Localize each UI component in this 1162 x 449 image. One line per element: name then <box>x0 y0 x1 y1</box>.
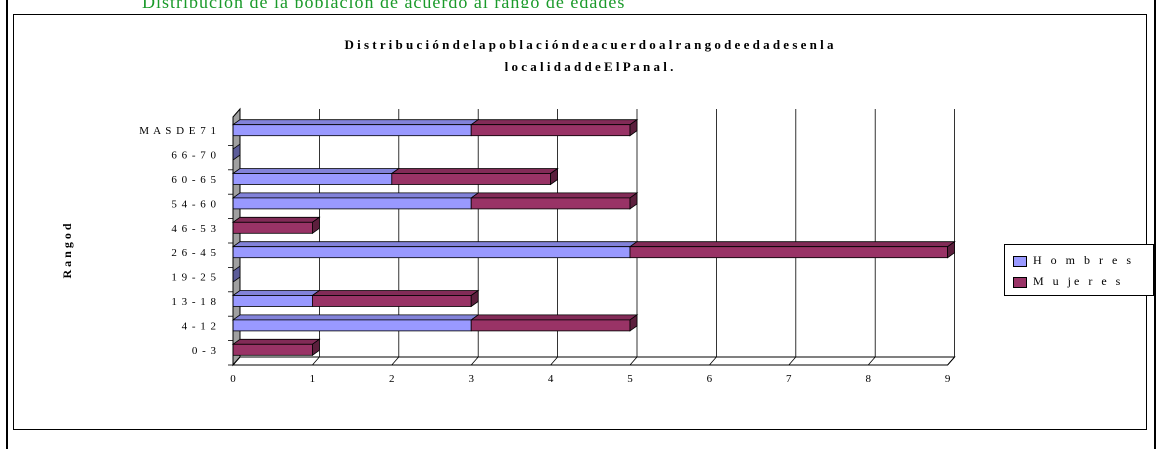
page-border <box>6 0 1156 449</box>
gridline-floor <box>550 356 558 366</box>
x-tick-label: 7 <box>786 373 792 385</box>
y-tick-label: 1 3 - 1 8 <box>171 296 217 308</box>
bar-top-hombres <box>231 290 321 296</box>
bar-top-mujeres <box>311 290 480 296</box>
x-tick-label: 0 <box>230 373 236 385</box>
x-tick-label: 3 <box>468 373 474 385</box>
gridline-floor <box>470 356 479 366</box>
bar-top-hombres <box>231 168 401 174</box>
bar-mujeres <box>232 221 313 234</box>
y-tick-label: 6 0 - 6 5 <box>171 174 217 186</box>
x-tick-label: 6 <box>707 373 713 385</box>
bar-mujeres <box>470 319 631 332</box>
chart-title-line-2: l o c a l i d a d d e E l P a n a l . <box>505 59 674 74</box>
bar-mujeres <box>470 124 631 137</box>
y-tick-label: 6 6 - 7 0 <box>171 150 217 162</box>
bar-hombres <box>232 319 472 332</box>
x-tick-label: 4 <box>548 373 554 385</box>
chart-title-line-1: D i s t r i b u c i ó n d e l a p o b l … <box>345 37 834 52</box>
gridline-floor <box>947 356 955 366</box>
x-tick-label: 2 <box>389 373 395 385</box>
y-tick-label: M A S D E 7 1 <box>139 125 217 137</box>
x-tick-label: 8 <box>865 373 871 385</box>
bar-chart: D i s t r i b u c i ó n d e l a p o b l … <box>60 37 956 385</box>
axis-floor <box>231 356 956 366</box>
legend-label-mujeres: M u je r e s <box>1033 274 1124 288</box>
y-tick-label: 5 4 - 6 0 <box>171 198 217 210</box>
bar-hombres <box>232 197 472 210</box>
legend-item-mujeres: M u je r e s <box>1013 274 1123 288</box>
gridline-floor <box>709 356 717 366</box>
bar-side <box>311 216 320 235</box>
bar-top-mujeres <box>469 119 639 126</box>
gridline-floor <box>232 356 241 366</box>
y-axis-label: R a n g o d <box>60 223 74 278</box>
x-tick-label: 9 <box>945 373 951 385</box>
y-tick-label: 4 6 - 5 3 <box>171 223 217 235</box>
bar-top-mujeres <box>628 241 956 248</box>
bar-side <box>629 192 638 210</box>
legend: H o m b r e s M u je r e s <box>1004 244 1154 296</box>
bar-side <box>629 314 638 332</box>
bar-mujeres <box>232 343 313 356</box>
bar-hombres <box>232 124 472 137</box>
bar-top-mujeres <box>469 192 639 199</box>
bar-hombres <box>232 173 393 185</box>
gridline-floor <box>312 356 320 366</box>
legend-label-hombres: H o m b r e s <box>1033 253 1134 267</box>
bar-top-hombres <box>231 192 480 199</box>
bar-mujeres <box>311 295 472 307</box>
bar-mujeres <box>470 197 631 210</box>
y-tick-label: 2 6 - 4 5 <box>171 247 217 259</box>
bar-top-mujeres <box>231 338 321 345</box>
bar-hombres <box>232 295 313 307</box>
gridline-floor <box>788 356 797 366</box>
bar-top-mujeres <box>390 168 559 174</box>
legend-swatch-hombres <box>1013 255 1027 267</box>
bar-side <box>311 338 320 357</box>
bar-side <box>470 289 479 308</box>
gridline-floor <box>629 356 638 366</box>
bar-top-hombres <box>231 241 639 248</box>
bar-top-hombres <box>231 314 480 321</box>
bar-side <box>629 118 638 137</box>
x-tick-label: 1 <box>310 373 316 385</box>
bar-top-mujeres <box>469 314 639 321</box>
bar-hombres <box>232 246 631 259</box>
y-tick-label: 4 - 1 2 <box>182 320 217 332</box>
y-tick-label: 0 - 3 <box>192 345 217 357</box>
gridline-floor <box>391 356 400 366</box>
y-tick-label: 1 9 - 2 5 <box>171 272 217 284</box>
gridline-floor <box>867 356 876 366</box>
plot-area: 0 1 2 3 4 5 6 7 8 9 0 - 3 4 - 1 2 1 3 - 1 8 1 9 - 2 5… <box>139 107 956 385</box>
bar-top-hombres <box>231 119 480 126</box>
legend-item-hombres: H o m b r e s <box>1013 253 1134 267</box>
x-tick-label: 5 <box>627 373 633 385</box>
bar-top-mujeres <box>231 216 321 223</box>
bar-side <box>947 240 955 259</box>
bar-side <box>550 167 558 186</box>
bar-mujeres <box>629 246 949 259</box>
bar-mujeres <box>391 173 551 185</box>
chart-frame: D i s t r i b u c i ó n d e l a p o b l … <box>13 14 1154 430</box>
legend-swatch-mujeres <box>1013 276 1027 288</box>
